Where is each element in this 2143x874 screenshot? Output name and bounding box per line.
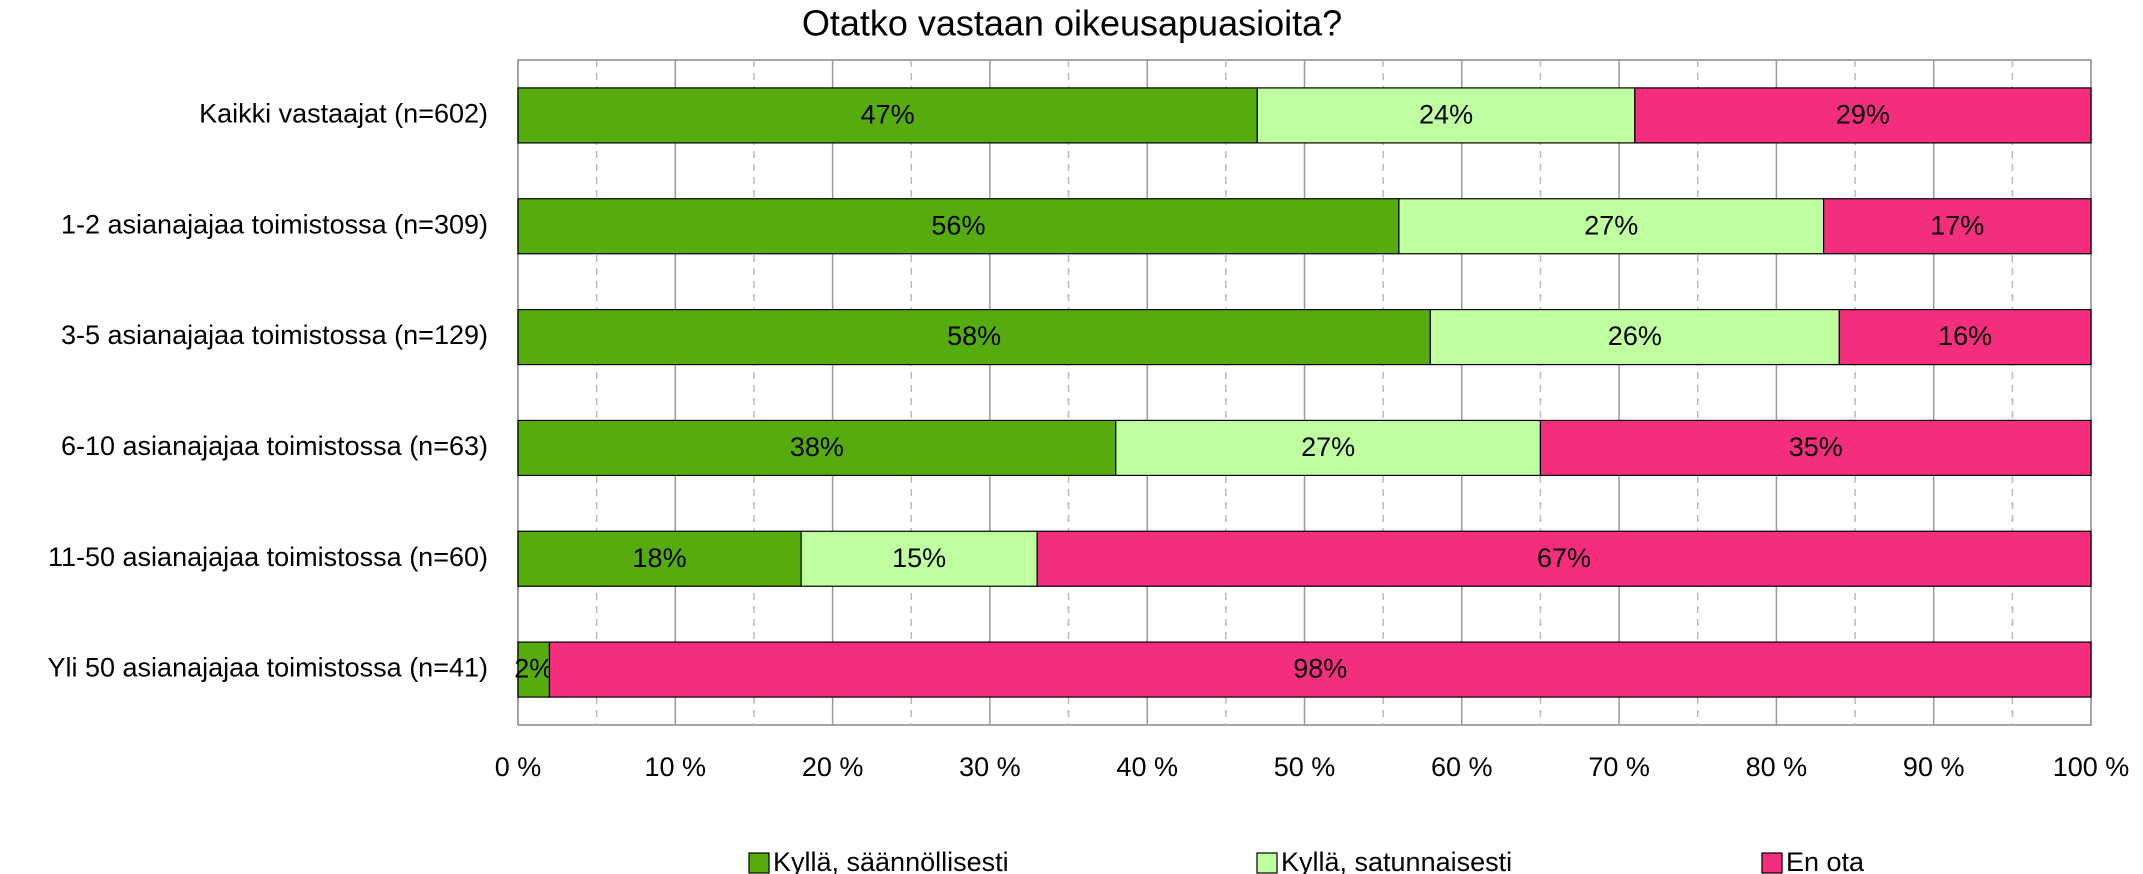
x-tick-label: 90 % [1903, 752, 1965, 782]
x-tick-label: 50 % [1274, 752, 1336, 782]
data-label: 17% [1930, 210, 1984, 240]
y-tick-label: Yli 50 asianajajaa toimistossa (n=41) [48, 653, 489, 683]
bar-segment [1036, 530, 2092, 587]
bar-segment [517, 308, 1431, 366]
bar-segment [1398, 198, 1825, 255]
x-tick-label: 10 % [645, 752, 707, 782]
bar-segment [1256, 87, 1636, 144]
data-label: 27% [1584, 210, 1638, 240]
bar-segment [1838, 308, 2092, 366]
bar-segment [800, 530, 1038, 587]
bar-segment [1634, 87, 2092, 144]
data-label: 67% [1537, 543, 1591, 573]
bar-segment [517, 419, 1117, 477]
legend-swatch [1256, 852, 1278, 874]
x-tick-label: 30 % [959, 752, 1021, 782]
y-tick-label: 1-2 asianajajaa toimistossa (n=309) [61, 209, 488, 239]
data-label: 98% [1293, 654, 1347, 684]
legend-label: En ota [1786, 847, 1865, 874]
bar-segment [517, 87, 1258, 144]
y-tick-label: 6-10 asianajajaa toimistossa (n=63) [61, 431, 488, 461]
bar-segment [517, 198, 1400, 255]
bar-segment [1539, 419, 2092, 477]
legend-swatch [1761, 852, 1783, 874]
data-label: 47% [861, 100, 915, 130]
data-label: 18% [633, 543, 687, 573]
bar-segment [517, 641, 551, 698]
bar-segment [1115, 419, 1542, 477]
bar-segment [1822, 198, 2092, 255]
data-label: 35% [1789, 432, 1843, 462]
x-tick-label: 70 % [1588, 752, 1650, 782]
bar-segment [517, 530, 802, 587]
data-label: 29% [1836, 100, 1890, 130]
x-tick-label: 0 % [495, 752, 542, 782]
data-label: 15% [892, 543, 946, 573]
bar-segment [548, 641, 2092, 698]
x-tick-label: 80 % [1746, 752, 1808, 782]
x-tick-label: 20 % [802, 752, 864, 782]
y-tick-label: Kaikki vastaajat (n=602) [199, 99, 488, 129]
legend-swatch [748, 852, 770, 874]
data-label: 2% [514, 654, 553, 684]
data-label: 16% [1938, 321, 1992, 351]
data-label: 27% [1301, 432, 1355, 462]
bar-segment [1429, 308, 1840, 366]
x-tick-label: 60 % [1431, 752, 1493, 782]
x-tick-label: 100 % [2053, 752, 2130, 782]
y-tick-label: 11-50 asianajajaa toimistossa (n=60) [48, 542, 488, 572]
legend-label: Kyllä, säännöllisesti [773, 847, 1009, 874]
data-label: 38% [790, 432, 844, 462]
legend-label: Kyllä, satunnaisesti [1281, 847, 1512, 874]
data-label: 24% [1419, 100, 1473, 130]
data-label: 56% [931, 210, 985, 240]
chart-title: Otatko vastaan oikeusapuasioita? [802, 3, 1342, 44]
data-label: 58% [947, 321, 1001, 351]
data-label: 26% [1608, 321, 1662, 351]
y-tick-label: 3-5 asianajajaa toimistossa (n=129) [61, 320, 488, 350]
x-tick-label: 40 % [1116, 752, 1178, 782]
